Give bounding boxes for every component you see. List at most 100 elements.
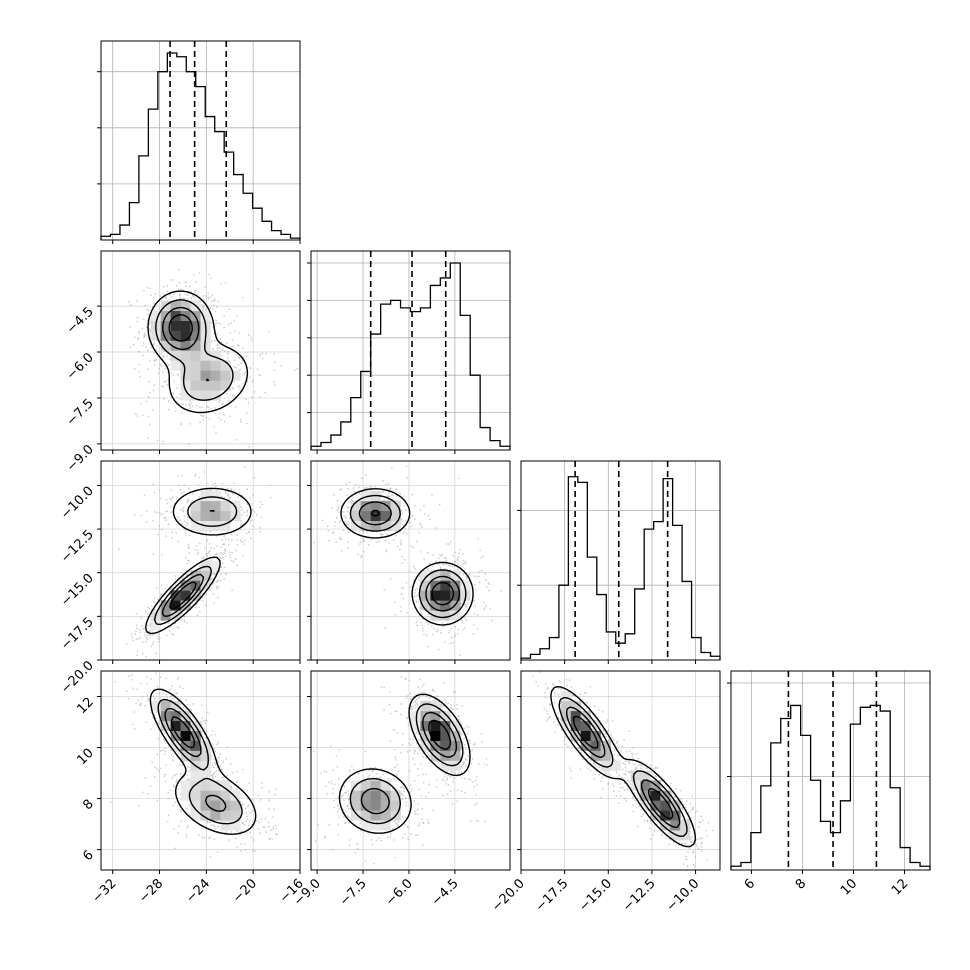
- density-cell: [610, 760, 621, 771]
- density-cell: [190, 320, 201, 331]
- y-tick-label: −12.5: [58, 527, 97, 566]
- density-cell: [170, 320, 181, 331]
- density-cell: [430, 730, 441, 741]
- density-cell: [170, 710, 181, 722]
- density-cell: [220, 510, 231, 521]
- contour-level-2: [360, 711, 458, 815]
- density-cell: [450, 750, 461, 761]
- scatter-points: [112, 466, 272, 661]
- density-cell: [180, 330, 191, 341]
- contour-level-1: [349, 703, 464, 825]
- density-cell: [200, 390, 211, 401]
- density-cell: [430, 750, 441, 761]
- y-tick-label: 6: [80, 848, 96, 864]
- scatter-points: [110, 672, 278, 858]
- density-cell: [450, 610, 461, 621]
- density-cell: [580, 740, 591, 751]
- density-cell: [230, 820, 241, 831]
- density-cell: [200, 770, 211, 781]
- density-cell: [430, 710, 441, 722]
- x-tick-label: 12: [889, 876, 911, 898]
- density-cell: [220, 360, 231, 371]
- density-cell: [670, 800, 681, 811]
- axes-frame: [310, 670, 511, 871]
- density-cell: [200, 510, 211, 521]
- density-cell: [160, 610, 171, 621]
- density-cell: [430, 600, 441, 611]
- density-cell: [360, 520, 371, 531]
- density-cell: [360, 820, 371, 831]
- x-tick-label: −32: [90, 876, 120, 906]
- density-cell: [360, 810, 371, 821]
- y-tick-label: −15.0: [58, 571, 97, 610]
- contour-level-1: [155, 299, 234, 401]
- density-cell: [160, 320, 171, 331]
- density-cell: [220, 780, 231, 791]
- density-cell: [210, 370, 221, 381]
- density-cell: [440, 610, 451, 621]
- axes-frame: [100, 40, 301, 241]
- density-cell: [180, 600, 191, 611]
- density-cell: [640, 770, 651, 781]
- density-cell: [350, 500, 362, 512]
- density-cell: [390, 790, 401, 801]
- density-cell: [350, 790, 362, 801]
- density-cell: [440, 740, 451, 751]
- x-tick-label: −15.0: [576, 876, 615, 915]
- x-tick-label: −4.5: [429, 876, 462, 909]
- contour-level-0: [338, 693, 471, 834]
- density-cell: [380, 810, 391, 821]
- x-tick-label: 8: [793, 876, 809, 892]
- contour-level-0: [145, 487, 252, 635]
- density-cell: [170, 330, 181, 341]
- density-cell: [200, 360, 211, 371]
- x-tick-label: −20.0: [489, 876, 528, 915]
- density-cell: [380, 500, 391, 512]
- density-cell: [210, 500, 221, 512]
- density-cell: [360, 780, 371, 791]
- density-cell: [220, 810, 231, 821]
- contour-level-1: [154, 496, 238, 625]
- axes-frame: [310, 250, 511, 451]
- scatter-panel-2-0: −20.0 −17.5 −15.0 −12.5 −10.0: [58, 460, 301, 697]
- y-tick-label: −17.5: [58, 615, 97, 654]
- density-cell: [210, 390, 221, 401]
- density-cell: [440, 600, 451, 611]
- density-cell: [420, 570, 431, 581]
- contour-level-0: [550, 686, 696, 848]
- contour-level-0: [149, 688, 257, 835]
- density-cell: [370, 500, 381, 512]
- density-cell: [420, 720, 431, 731]
- density-cell: [570, 700, 581, 712]
- x-tick-label: −24: [183, 876, 213, 906]
- y-tick-label: −20.0: [58, 658, 97, 697]
- contour-level-3: [169, 581, 197, 610]
- contour-level-2: [566, 706, 681, 828]
- histogram-panel-0: [97, 40, 301, 244]
- y-tick-label: −7.5: [64, 396, 97, 429]
- contour-level-3: [370, 509, 455, 606]
- density-cell: [380, 800, 391, 811]
- density-cell: [200, 500, 211, 512]
- x-tick-label: −17.5: [533, 876, 572, 915]
- histogram-panel-2: [517, 460, 721, 664]
- density-cell: [170, 360, 181, 371]
- plot-layer: 6 8 10 12−9.0−7.5−6.0−4.5−20.0−17.5−15.0−12…: [58, 40, 931, 915]
- x-tick-label: 6: [742, 876, 758, 892]
- x-tick-label: −7.5: [337, 876, 370, 909]
- density-cell: [220, 820, 231, 831]
- density-cell: [380, 790, 391, 801]
- density-cell: [190, 770, 201, 781]
- contour-level-1: [349, 494, 467, 619]
- density-cell: [560, 700, 572, 712]
- density-cell: [430, 610, 441, 621]
- scatter-points: [532, 671, 714, 867]
- x-tick-label: 10: [838, 876, 860, 898]
- density-cell: [180, 590, 191, 601]
- density-cell: [410, 710, 421, 722]
- density-cell: [420, 580, 431, 591]
- density-cell: [230, 370, 241, 381]
- density-cell: [440, 580, 451, 591]
- density-cell: [430, 590, 441, 601]
- density-cell: [190, 780, 201, 791]
